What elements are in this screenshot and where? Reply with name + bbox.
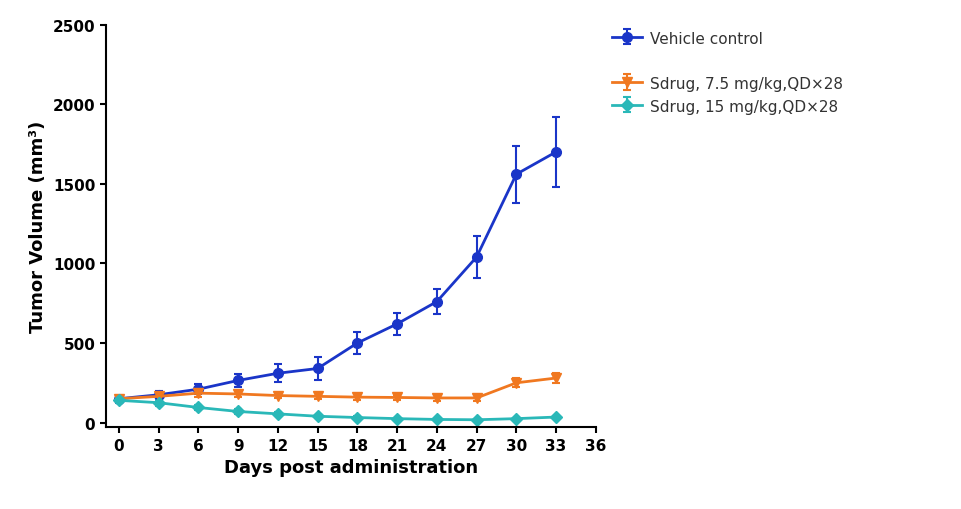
Y-axis label: Tumor Volume (mm³): Tumor Volume (mm³) <box>29 121 47 332</box>
X-axis label: Days post administration: Days post administration <box>224 459 478 476</box>
Legend: Vehicle control, , Sdrug, 7.5 mg/kg,QD×28, Sdrug, 15 mg/kg,QD×28: Vehicle control, , Sdrug, 7.5 mg/kg,QD×2… <box>605 25 849 121</box>
